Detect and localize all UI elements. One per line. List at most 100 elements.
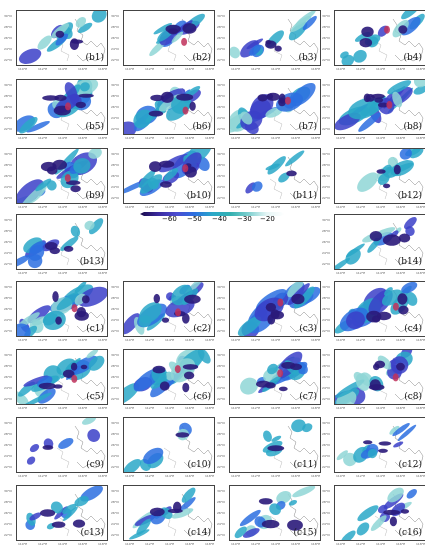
lat-tick: 24°N bbox=[217, 386, 225, 390]
lat-tick: 22°N bbox=[111, 329, 119, 333]
panel-label: (c4) bbox=[404, 324, 422, 334]
lat-tick: 24°N bbox=[4, 522, 12, 526]
lon-tick: 110°E bbox=[336, 338, 346, 342]
lon-tick: 118°E bbox=[416, 271, 425, 275]
map-panel: (b6) bbox=[123, 79, 215, 135]
lon-tick: 112°E bbox=[356, 271, 366, 275]
lon-tick: 114°E bbox=[58, 338, 68, 342]
map-panel: (c16) bbox=[334, 485, 425, 541]
lon-tick: 110°E bbox=[18, 271, 28, 275]
map-panel: (c14) bbox=[123, 485, 215, 541]
lat-tick: 22°N bbox=[111, 58, 119, 62]
lat-tick: 26°N bbox=[322, 174, 330, 178]
lat-tick: 24°N bbox=[322, 116, 330, 120]
lat-tick: 24°N bbox=[111, 318, 119, 322]
lat-tick: 26°N bbox=[217, 307, 225, 311]
lon-tick: 110°E bbox=[231, 136, 241, 140]
colorbar-tick: −40 bbox=[212, 215, 227, 223]
colorbar-tick: −50 bbox=[187, 215, 202, 223]
lat-tick: 30°N bbox=[111, 421, 119, 425]
panel-label: (b13) bbox=[79, 257, 104, 267]
lat-tick: 26°N bbox=[111, 375, 119, 379]
lat-tick: 22°N bbox=[322, 196, 330, 200]
lon-tick: 110°E bbox=[336, 205, 346, 209]
panel-label: (c8) bbox=[404, 392, 422, 402]
lat-tick: 30°N bbox=[322, 421, 330, 425]
colorbar: −60 −50 −40 −30 −20 bbox=[140, 210, 285, 223]
lat-tick: 30°N bbox=[4, 218, 12, 222]
lon-tick: 116°E bbox=[185, 542, 195, 546]
lat-tick: 28°N bbox=[4, 500, 12, 504]
map-panel: (c10) bbox=[123, 417, 215, 473]
lat-tick: 22°N bbox=[322, 533, 330, 537]
lon-tick: 118°E bbox=[416, 338, 425, 342]
lon-tick: 118°E bbox=[311, 136, 321, 140]
map-panel: (b5) bbox=[16, 79, 108, 135]
lat-tick: 30°N bbox=[217, 285, 225, 289]
lon-tick: 116°E bbox=[396, 406, 406, 410]
panel-label: (c1) bbox=[86, 324, 104, 334]
lat-tick: 26°N bbox=[4, 307, 12, 311]
lon-tick: 112°E bbox=[251, 205, 261, 209]
map-panel: (c3) bbox=[229, 281, 321, 337]
lon-tick: 112°E bbox=[356, 205, 366, 209]
lat-tick: 26°N bbox=[322, 375, 330, 379]
lat-tick: 30°N bbox=[217, 14, 225, 18]
lat-tick: 28°N bbox=[217, 432, 225, 436]
lat-tick: 28°N bbox=[322, 364, 330, 368]
lat-tick: 24°N bbox=[217, 47, 225, 51]
lon-tick: 116°E bbox=[291, 474, 301, 478]
lat-tick: 30°N bbox=[4, 421, 12, 425]
lon-tick: 112°E bbox=[38, 542, 48, 546]
lon-tick: 116°E bbox=[396, 542, 406, 546]
lon-tick: 110°E bbox=[18, 406, 28, 410]
lon-tick: 116°E bbox=[396, 67, 406, 71]
lon-tick: 116°E bbox=[396, 205, 406, 209]
lon-tick: 116°E bbox=[291, 542, 301, 546]
lon-tick: 112°E bbox=[38, 338, 48, 342]
panel-label: (c5) bbox=[86, 392, 104, 402]
panel-label: (b3) bbox=[298, 53, 317, 63]
lat-tick: 24°N bbox=[217, 522, 225, 526]
lat-tick: 26°N bbox=[4, 511, 12, 515]
lat-tick: 26°N bbox=[111, 307, 119, 311]
panel-label: (c13) bbox=[80, 528, 104, 538]
map-panel: (b8) bbox=[334, 79, 425, 135]
lon-tick: 118°E bbox=[205, 338, 215, 342]
lon-tick: 112°E bbox=[38, 67, 48, 71]
lat-tick: 30°N bbox=[111, 353, 119, 357]
lon-tick: 110°E bbox=[231, 67, 241, 71]
lon-tick: 118°E bbox=[98, 474, 108, 478]
lat-tick: 24°N bbox=[322, 522, 330, 526]
map-panel: (b10) bbox=[123, 148, 215, 204]
lon-tick: 116°E bbox=[185, 474, 195, 478]
panel-label: (b2) bbox=[192, 53, 211, 63]
lon-tick: 114°E bbox=[271, 542, 281, 546]
lon-tick: 110°E bbox=[336, 67, 346, 71]
lon-tick: 112°E bbox=[145, 67, 155, 71]
lon-tick: 116°E bbox=[185, 406, 195, 410]
lon-tick: 118°E bbox=[205, 205, 215, 209]
lat-tick: 24°N bbox=[4, 318, 12, 322]
lon-tick: 114°E bbox=[376, 338, 386, 342]
lon-tick: 114°E bbox=[376, 205, 386, 209]
lon-tick: 116°E bbox=[78, 205, 88, 209]
map-panel: (b9) bbox=[16, 148, 108, 204]
panel-label: (c16) bbox=[398, 528, 422, 538]
lon-tick: 118°E bbox=[311, 67, 321, 71]
map-panel: (b4) bbox=[334, 10, 425, 66]
lat-tick: 30°N bbox=[217, 152, 225, 156]
lon-tick: 110°E bbox=[18, 205, 28, 209]
lon-tick: 114°E bbox=[58, 67, 68, 71]
lon-tick: 114°E bbox=[58, 271, 68, 275]
lon-tick: 110°E bbox=[231, 542, 241, 546]
lat-tick: 28°N bbox=[111, 163, 119, 167]
lat-tick: 24°N bbox=[111, 185, 119, 189]
lon-tick: 110°E bbox=[125, 542, 135, 546]
lon-tick: 112°E bbox=[356, 474, 366, 478]
panel-label: (b6) bbox=[192, 122, 211, 132]
lat-tick: 22°N bbox=[4, 397, 12, 401]
lat-tick: 26°N bbox=[111, 36, 119, 40]
lon-tick: 112°E bbox=[38, 271, 48, 275]
lat-tick: 26°N bbox=[322, 443, 330, 447]
